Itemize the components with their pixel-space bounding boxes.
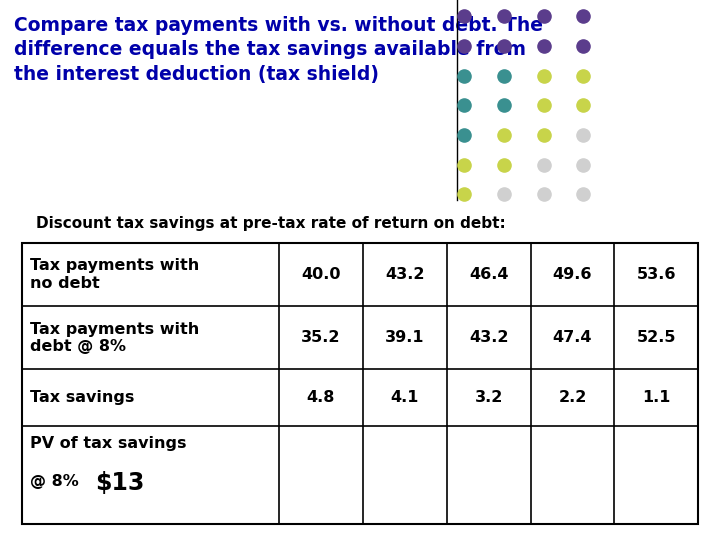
- Point: [577, 71, 589, 80]
- Text: Discount tax savings at pre-tax rate of return on debt:: Discount tax savings at pre-tax rate of …: [36, 216, 505, 231]
- Text: 52.5: 52.5: [636, 330, 676, 345]
- Point: [577, 160, 589, 169]
- Point: [498, 71, 510, 80]
- Point: [538, 131, 549, 139]
- Text: Compare tax payments with vs. without debt. The
difference equals the tax saving: Compare tax payments with vs. without de…: [14, 16, 544, 84]
- Point: [538, 71, 549, 80]
- Point: [459, 42, 470, 50]
- Point: [459, 131, 470, 139]
- Point: [459, 190, 470, 199]
- Point: [459, 71, 470, 80]
- Text: 4.1: 4.1: [390, 390, 419, 405]
- Point: [498, 190, 510, 199]
- Bar: [22, 243, 698, 524]
- Text: 49.6: 49.6: [553, 267, 593, 282]
- Point: [577, 131, 589, 139]
- Text: 47.4: 47.4: [553, 330, 593, 345]
- Point: [538, 12, 549, 21]
- Point: [577, 12, 589, 21]
- Point: [459, 160, 470, 169]
- Text: Tax savings: Tax savings: [30, 390, 135, 405]
- Point: [498, 42, 510, 50]
- Point: [577, 101, 589, 110]
- Point: [538, 42, 549, 50]
- Point: [498, 160, 510, 169]
- Point: [538, 190, 549, 199]
- Text: PV of tax savings: PV of tax savings: [30, 436, 186, 451]
- Point: [498, 131, 510, 139]
- Text: 43.2: 43.2: [469, 330, 508, 345]
- Text: 40.0: 40.0: [301, 267, 341, 282]
- Text: 1.1: 1.1: [642, 390, 670, 405]
- Text: $13: $13: [95, 471, 145, 495]
- Text: Tax payments with
no debt: Tax payments with no debt: [30, 258, 199, 291]
- Text: 46.4: 46.4: [469, 267, 508, 282]
- Text: 2.2: 2.2: [558, 390, 587, 405]
- Text: @ 8%: @ 8%: [30, 474, 79, 489]
- Text: Tax payments with
debt @ 8%: Tax payments with debt @ 8%: [30, 321, 199, 354]
- Point: [577, 42, 589, 50]
- Text: 43.2: 43.2: [385, 267, 424, 282]
- Point: [577, 190, 589, 199]
- Text: 39.1: 39.1: [385, 330, 424, 345]
- Point: [538, 160, 549, 169]
- Point: [538, 101, 549, 110]
- Text: 3.2: 3.2: [474, 390, 503, 405]
- Text: 4.8: 4.8: [307, 390, 335, 405]
- Text: 35.2: 35.2: [301, 330, 341, 345]
- Point: [498, 12, 510, 21]
- Point: [498, 101, 510, 110]
- Point: [459, 12, 470, 21]
- Point: [459, 101, 470, 110]
- Text: 53.6: 53.6: [636, 267, 676, 282]
